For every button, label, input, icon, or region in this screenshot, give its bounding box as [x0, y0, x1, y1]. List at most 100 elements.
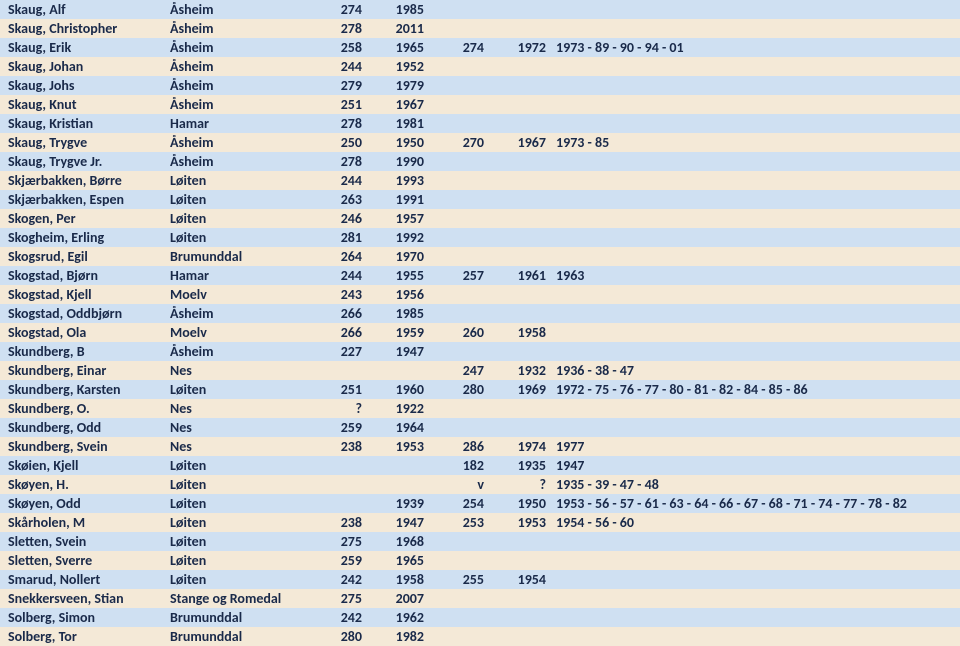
num1-cell: 244 — [314, 171, 366, 190]
num3-cell: 274 — [436, 38, 488, 57]
table-row: Solberg, TorBrumunddal2801982 — [0, 627, 960, 646]
num1-cell: 278 — [314, 19, 366, 38]
num4-cell: 1972 — [488, 38, 550, 57]
num1-cell: 227 — [314, 342, 366, 361]
num4-cell: 1953 — [488, 513, 550, 532]
notes-cell — [550, 152, 960, 171]
num3-cell — [436, 304, 488, 323]
num2-cell: 1964 — [366, 418, 436, 437]
num3-cell — [436, 209, 488, 228]
num2-cell: 1955 — [366, 266, 436, 285]
table-row: Skogheim, ErlingLøiten2811992 — [0, 228, 960, 247]
num2-cell: 1959 — [366, 323, 436, 342]
num1-cell: 246 — [314, 209, 366, 228]
num1-cell — [314, 456, 366, 475]
num3-cell: 280 — [436, 380, 488, 399]
place-cell: Moelv — [162, 285, 314, 304]
name-cell: Skøyen, H. — [0, 475, 162, 494]
num4-cell: 1950 — [488, 494, 550, 513]
num1-cell: 278 — [314, 152, 366, 171]
table-row: Skogstad, BjørnHamar244195525719611963 — [0, 266, 960, 285]
num1-cell: 279 — [314, 76, 366, 95]
num4-cell — [488, 57, 550, 76]
num2-cell: 1962 — [366, 608, 436, 627]
num1-cell: 244 — [314, 266, 366, 285]
num4-cell: 1967 — [488, 133, 550, 152]
place-cell: Løiten — [162, 190, 314, 209]
name-cell: Skaug, Johs — [0, 76, 162, 95]
table-row: Skogsrud, EgilBrumunddal2641970 — [0, 247, 960, 266]
num4-cell — [488, 285, 550, 304]
num4-cell — [488, 76, 550, 95]
num3-cell — [436, 627, 488, 646]
notes-cell — [550, 209, 960, 228]
place-cell: Løiten — [162, 209, 314, 228]
name-cell: Skogstad, Ola — [0, 323, 162, 342]
name-cell: Skaug, Trygve Jr. — [0, 152, 162, 171]
name-cell: Skjærbakken, Espen — [0, 190, 162, 209]
name-cell: Skogsrud, Egil — [0, 247, 162, 266]
place-cell: Åsheim — [162, 152, 314, 171]
num4-cell — [488, 589, 550, 608]
num1-cell: 259 — [314, 551, 366, 570]
table-row: Skundberg, SveinNes238195328619741977 — [0, 437, 960, 456]
place-cell: Åsheim — [162, 95, 314, 114]
table-row: Skundberg, KarstenLøiten2511960280196919… — [0, 380, 960, 399]
name-cell: Skundberg, B — [0, 342, 162, 361]
num3-cell — [436, 0, 488, 19]
place-cell: Åsheim — [162, 133, 314, 152]
num2-cell: 1958 — [366, 570, 436, 589]
num2-cell: 1953 — [366, 437, 436, 456]
place-cell: Løiten — [162, 456, 314, 475]
name-cell: Skøien, Kjell — [0, 456, 162, 475]
num2-cell: 1957 — [366, 209, 436, 228]
notes-cell — [550, 57, 960, 76]
num1-cell: 238 — [314, 513, 366, 532]
num2-cell: 1985 — [366, 0, 436, 19]
num3-cell: 270 — [436, 133, 488, 152]
notes-cell — [550, 285, 960, 304]
num4-cell — [488, 532, 550, 551]
num1-cell — [314, 475, 366, 494]
num4-cell — [488, 342, 550, 361]
num4-cell — [488, 209, 550, 228]
notes-cell: 1963 — [550, 266, 960, 285]
notes-cell — [550, 399, 960, 418]
num2-cell — [366, 475, 436, 494]
num3-cell — [436, 589, 488, 608]
notes-cell: 1972 - 75 - 76 - 77 - 80 - 81 - 82 - 84 … — [550, 380, 960, 399]
name-cell: Skundberg, Svein — [0, 437, 162, 456]
notes-cell — [550, 627, 960, 646]
num1-cell: 280 — [314, 627, 366, 646]
notes-cell — [550, 304, 960, 323]
num3-cell: 182 — [436, 456, 488, 475]
table-row: Skundberg, EinarNes24719321936 - 38 - 47 — [0, 361, 960, 380]
name-cell: Skaug, Christopher — [0, 19, 162, 38]
table-row: Smarud, NollertLøiten24219582551954 — [0, 570, 960, 589]
place-cell: Åsheim — [162, 76, 314, 95]
num2-cell: 1952 — [366, 57, 436, 76]
num2-cell — [366, 456, 436, 475]
num3-cell — [436, 247, 488, 266]
name-cell: Skaug, Alf — [0, 0, 162, 19]
num3-cell — [436, 19, 488, 38]
place-cell: Nes — [162, 418, 314, 437]
num2-cell: 1922 — [366, 399, 436, 418]
name-cell: Skårholen, M — [0, 513, 162, 532]
num3-cell — [436, 152, 488, 171]
notes-cell — [550, 418, 960, 437]
num1-cell: 266 — [314, 323, 366, 342]
num2-cell: 1950 — [366, 133, 436, 152]
table-row: Skøien, KjellLøiten18219351947 — [0, 456, 960, 475]
num2-cell: 2011 — [366, 19, 436, 38]
num3-cell — [436, 76, 488, 95]
num2-cell: 1965 — [366, 38, 436, 57]
num4-cell — [488, 418, 550, 437]
num4-cell: 1961 — [488, 266, 550, 285]
num1-cell: 242 — [314, 570, 366, 589]
place-cell: Løiten — [162, 551, 314, 570]
num2-cell: 1939 — [366, 494, 436, 513]
num1-cell: 242 — [314, 608, 366, 627]
notes-cell — [550, 0, 960, 19]
num1-cell — [314, 361, 366, 380]
